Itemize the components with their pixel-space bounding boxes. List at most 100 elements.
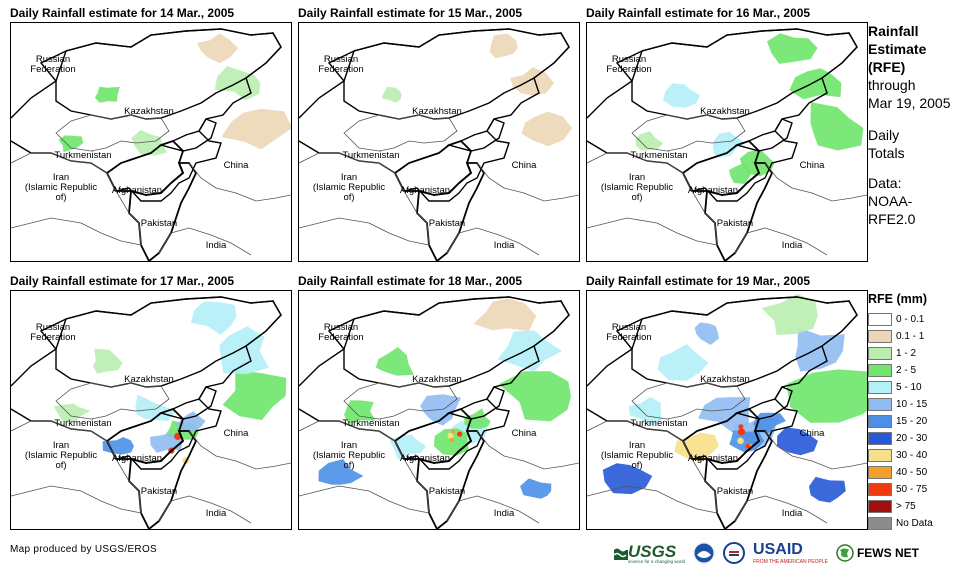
legend-swatch <box>868 364 892 377</box>
place-label-pakistan: Pakistan <box>716 218 754 229</box>
rainfall-field <box>58 33 291 156</box>
globe-icon <box>836 544 854 562</box>
place-label-china: China <box>223 428 249 439</box>
country-border <box>299 152 430 246</box>
country-border <box>55 382 170 420</box>
place-label-iran: Iran (Islamic Republic of) <box>312 440 386 471</box>
legend-swatch <box>868 483 892 496</box>
legend-label: 0 - 0.1 <box>896 314 925 325</box>
usaid-tagline: FROM THE AMERICAN PEOPLE <box>753 559 828 565</box>
place-label-india: India <box>781 240 803 251</box>
rainfall-area <box>789 68 842 100</box>
rainfall-area <box>635 131 664 151</box>
place-label-russia: Russian Federation <box>30 322 76 343</box>
legend-swatch <box>868 313 892 326</box>
legend-swatch <box>868 415 892 428</box>
rainfall-area <box>464 408 491 429</box>
country-border <box>631 114 746 152</box>
rainfall-area <box>777 427 818 456</box>
heavy-rain-spot <box>738 424 744 430</box>
country-border <box>343 382 458 420</box>
legend-label: 10 - 15 <box>896 399 928 410</box>
daily-totals-label: Daily Totals <box>868 127 905 161</box>
place-label-afghanistan: Afghanistan <box>687 453 739 464</box>
rainfall-area <box>344 400 376 424</box>
place-label-india: India <box>493 240 515 251</box>
place-label-kazakhstan: Kazakhstan <box>124 374 174 385</box>
country-border <box>734 118 793 152</box>
rainfall-map <box>299 28 579 261</box>
country-border <box>446 495 540 524</box>
country-border <box>158 118 217 152</box>
usaid-logo-text: USAID <box>753 541 803 558</box>
rainfall-map <box>587 293 867 529</box>
rainfall-area <box>810 102 864 151</box>
country-border <box>343 114 458 152</box>
legend-item: 50 - 75 <box>868 481 965 498</box>
rainfall-area <box>602 463 653 495</box>
legend-swatch <box>868 381 892 394</box>
place-label-kazakhstan: Kazakhstan <box>700 374 750 385</box>
map-frame: Russian Federation Kazakhstan Turkmenistan… <box>10 290 292 530</box>
place-label-russia: Russian Federation <box>318 322 364 343</box>
map-title: Daily Rainfall estimate for 15 Mar., 200… <box>298 6 523 20</box>
rfe-description: Rainfall Estimate (RFE) through Mar 19, … <box>868 22 965 228</box>
fews-net-text: FEWS NET <box>856 546 919 560</box>
heavy-rain-spot <box>457 431 463 437</box>
legend-swatch <box>868 398 892 411</box>
legend-item: No Data <box>868 515 965 532</box>
rainfall-area <box>712 131 746 158</box>
place-label-kazakhstan: Kazakhstan <box>412 374 462 385</box>
rainfall-area <box>497 330 563 372</box>
rainfall-area <box>698 397 751 433</box>
rainfall-area <box>657 344 709 381</box>
legend-label: 15 - 20 <box>896 416 928 427</box>
country-border <box>446 386 505 420</box>
rainfall-map <box>299 296 579 529</box>
map-title: Daily Rainfall estimate for 19 Mar., 200… <box>586 274 811 288</box>
usgs-logo-text: USGS <box>628 542 677 561</box>
heavy-rain-spot <box>449 437 454 443</box>
place-label-india: India <box>205 240 227 251</box>
heavy-rain-spot <box>745 443 751 449</box>
usgs-wave-icon <box>614 548 628 560</box>
country-border <box>734 495 828 524</box>
rainfall-area <box>729 430 765 453</box>
rainfall-area <box>318 459 364 485</box>
place-label-iran: Iran (Islamic Republic of) <box>600 172 674 203</box>
rainfall-field <box>318 298 571 499</box>
country-border <box>734 227 828 256</box>
legend-label: 40 - 50 <box>896 467 928 478</box>
country-border <box>587 420 718 514</box>
heavy-rain-spot <box>447 432 454 439</box>
place-label-pakistan: Pakistan <box>428 218 466 229</box>
map-frame: Russian Federation Kazakhstan Turkmenistan… <box>10 22 292 262</box>
usgs-logo: USGS science for a changing world <box>614 542 685 564</box>
place-label-turkmenistan: Turkmenistan <box>630 418 688 429</box>
place-label-afghanistan: Afghanistan <box>399 185 451 196</box>
rainfall-map-panel: Daily Rainfall estimate for 18 Mar., 200… <box>298 274 580 530</box>
fews-net-logo: FEWS NET <box>836 544 919 562</box>
rainfall-area <box>767 33 818 64</box>
place-label-india: India <box>781 508 803 519</box>
country-border <box>476 430 579 470</box>
legend-item: 10 - 15 <box>868 396 965 413</box>
legend-swatch <box>868 517 892 530</box>
rainfall-field <box>602 293 867 503</box>
map-frame: Russian Federation Kazakhstan Turkmenistan… <box>586 22 868 262</box>
rainfall-area <box>375 347 414 376</box>
rainfall-field <box>381 33 573 147</box>
legend-label: 20 - 30 <box>896 433 928 444</box>
legend-label: 2 - 5 <box>896 365 917 376</box>
legend-item: > 75 <box>868 498 965 515</box>
rainfall-area <box>93 348 123 374</box>
legend-swatch <box>868 432 892 445</box>
map-title: Daily Rainfall estimate for 16 Mar., 200… <box>586 6 811 20</box>
country-border <box>446 118 505 152</box>
legend-label: 5 - 10 <box>896 382 922 393</box>
rainfall-area <box>809 476 846 503</box>
legend-label: 0.1 - 1 <box>896 331 925 342</box>
heavy-rain-spot <box>451 429 456 434</box>
country-border <box>158 386 217 420</box>
legend-item: 1 - 2 <box>868 345 965 362</box>
